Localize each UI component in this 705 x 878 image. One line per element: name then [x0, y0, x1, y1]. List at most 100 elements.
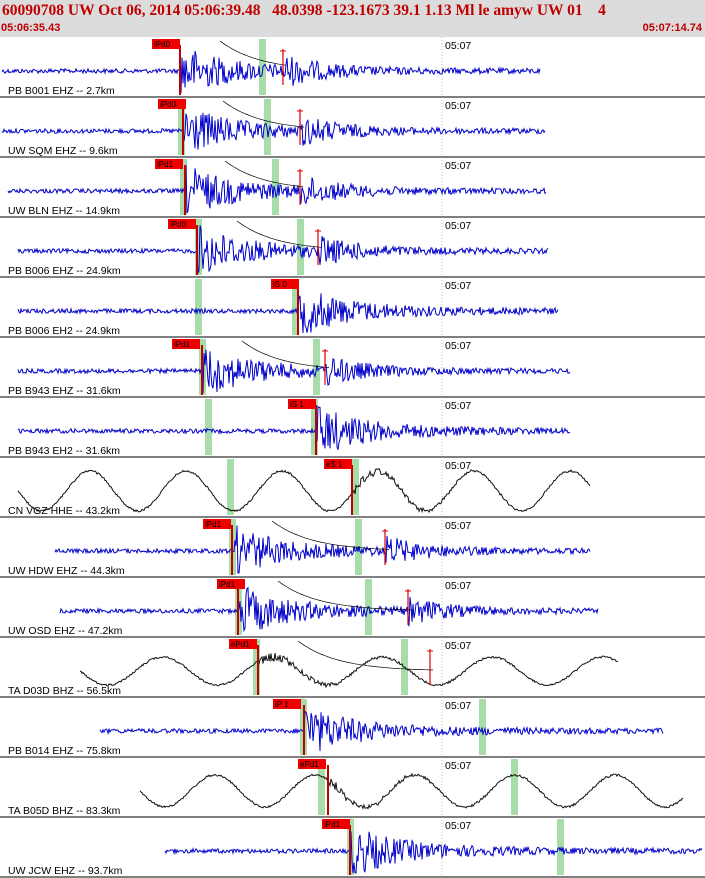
- pick-flag[interactable]: [203, 519, 231, 529]
- pick-label: iPd0: [160, 100, 177, 109]
- s-window-marker: [253, 639, 260, 695]
- time-mark-label: 05:07: [445, 400, 471, 412]
- pick-flag[interactable]: [298, 759, 326, 769]
- coda-curve: [271, 520, 390, 550]
- trace-row[interactable]: 05:07 ePd1 TA B05D BHZ -- 83.3km: [0, 757, 705, 818]
- time-mark-label: 05:07: [445, 460, 471, 472]
- waveform: [1, 112, 546, 150]
- pick-label: iPd1: [174, 340, 191, 349]
- time-mark-label: 05:07: [445, 340, 471, 352]
- pick-flag[interactable]: [288, 399, 316, 409]
- waveform: [79, 652, 619, 689]
- waveform: [17, 468, 591, 514]
- coda-curve: [236, 220, 322, 248]
- waveform: [59, 586, 599, 633]
- trace-row[interactable]: 05:07 iPd1 UW BLN EHZ -- 14.9km: [0, 157, 705, 218]
- s-window-marker: [178, 99, 185, 155]
- pick-label: iPd0: [154, 40, 171, 49]
- pick-label: iS 0: [273, 280, 287, 289]
- s-window-marker: [195, 279, 202, 335]
- time-mark-label: 05:07: [445, 100, 471, 112]
- s-window-marker: [311, 399, 318, 455]
- waveform: [139, 772, 684, 810]
- pick-flag[interactable]: [229, 639, 257, 649]
- pick-flag[interactable]: [217, 579, 245, 589]
- pick-label: iPd1: [219, 580, 236, 589]
- pick-label: iPd1: [324, 820, 341, 829]
- seismogram-panel[interactable]: 05:07 iPd0 PB B001 EHZ -- 2.7km 05:07 iPd0 UW…: [0, 37, 705, 878]
- time-mark-label: 05:07: [445, 580, 471, 592]
- coda-curve: [277, 580, 414, 611]
- waveform: [17, 293, 559, 334]
- s-window-marker: [557, 819, 564, 875]
- station-label: TA D03D BHZ -- 56.5km: [8, 685, 121, 697]
- s-window-marker: [180, 159, 187, 215]
- pick-label: ePd1: [231, 640, 250, 649]
- station-label: PB B006 EH2 -- 24.9km: [8, 325, 120, 337]
- station-label: UW BLN EHZ -- 14.9km: [8, 205, 120, 217]
- s-window-marker: [292, 279, 299, 335]
- time-mark-label: 05:07: [445, 40, 471, 52]
- coda-curve: [241, 340, 330, 368]
- station-label: UW JCW EHZ -- 93.7km: [8, 865, 123, 877]
- trace-row[interactable]: 05:07 iPd1 UW OSD EHZ -- 47.2km: [0, 577, 705, 638]
- pick-flag[interactable]: [273, 699, 301, 709]
- pick-label: eS 1: [326, 460, 343, 469]
- station-label: PB B014 EHZ -- 75.8km: [8, 745, 121, 757]
- waveform: [17, 405, 571, 450]
- station-label: PB B006 EHZ -- 24.9km: [8, 265, 121, 277]
- trace-row[interactable]: 05:07 iPd1 UW JCW EHZ -- 93.7km: [0, 817, 705, 878]
- trace-row[interactable]: 05:07 iPd0 PB B006 EHZ -- 24.9km: [0, 217, 705, 278]
- window-end-time: 05:07:14.74: [642, 22, 702, 34]
- s-window-marker: [264, 99, 271, 155]
- trace-row[interactable]: 05:07 iP 1 PB B014 EHZ -- 75.8km: [0, 697, 705, 758]
- trace-row[interactable]: 05:07 iPd0 PB B001 EHZ -- 2.7km: [0, 37, 705, 98]
- s-window-marker: [511, 759, 518, 815]
- trace-row[interactable]: 05:07 eS 1 CN VGZ HHE -- 43.2km: [0, 457, 705, 518]
- waveform: [7, 165, 547, 214]
- pick-label: iP 1: [275, 700, 289, 709]
- waveform: [99, 710, 664, 752]
- time-mark-label: 05:07: [445, 700, 471, 712]
- waveform: [1, 50, 541, 94]
- trace-row[interactable]: 05:07 ePd1 TA D03D BHZ -- 56.5km: [0, 637, 705, 698]
- time-mark-label: 05:07: [445, 280, 471, 292]
- coda-curve: [222, 100, 305, 128]
- pick-flag[interactable]: [271, 279, 299, 289]
- time-mark-label: 05:07: [445, 640, 471, 652]
- pick-label: iPd1: [157, 160, 174, 169]
- pick-flag[interactable]: [152, 39, 180, 49]
- trace-row[interactable]: 05:07 iPd0 UW SQM EHZ -- 9.6km: [0, 97, 705, 158]
- station-label: CN VGZ HHE -- 43.2km: [8, 505, 120, 517]
- trace-row[interactable]: 05:07 iS 1 PB B943 EH2 -- 31.6km: [0, 397, 705, 458]
- pick-label: iPd1: [205, 520, 222, 529]
- trace-row[interactable]: 05:07 iPd1 UW HDW EHZ -- 44.3km: [0, 517, 705, 578]
- waveform: [17, 225, 549, 274]
- trace-row[interactable]: 05:07 iPd1 PB B943 EHZ -- 31.6km: [0, 337, 705, 398]
- coda-curve: [224, 160, 304, 188]
- pick-flag[interactable]: [172, 339, 200, 349]
- event-title: 60090708 UW Oct 06, 2014 05:06:39.48 48.…: [2, 2, 606, 19]
- station-label: UW SQM EHZ -- 9.6km: [8, 145, 118, 157]
- pick-flag[interactable]: [324, 459, 352, 469]
- station-label: UW OSD EHZ -- 47.2km: [8, 625, 123, 637]
- pick-flag[interactable]: [155, 159, 183, 169]
- station-label: UW HDW EHZ -- 44.3km: [8, 565, 125, 577]
- waveform: [164, 831, 703, 874]
- time-mark-label: 05:07: [445, 220, 471, 232]
- pick-label: iS 1: [290, 400, 304, 409]
- waveform: [54, 525, 591, 574]
- event-header: 60090708 UW Oct 06, 2014 05:06:39.48 48.…: [0, 0, 705, 37]
- station-label: PB B943 EHZ -- 31.6km: [8, 385, 121, 397]
- pick-flag[interactable]: [168, 219, 196, 229]
- s-window-marker: [318, 759, 325, 815]
- time-mark-label: 05:07: [445, 760, 471, 772]
- s-window-marker: [227, 459, 234, 515]
- coda-curve: [297, 640, 434, 671]
- pick-flag[interactable]: [322, 819, 350, 829]
- time-mark-label: 05:07: [445, 160, 471, 172]
- coda-curve: [219, 40, 287, 66]
- s-window-marker: [272, 159, 279, 215]
- trace-row[interactable]: 05:07 iS 0 PB B006 EH2 -- 24.9km: [0, 277, 705, 338]
- pick-flag[interactable]: [158, 99, 186, 109]
